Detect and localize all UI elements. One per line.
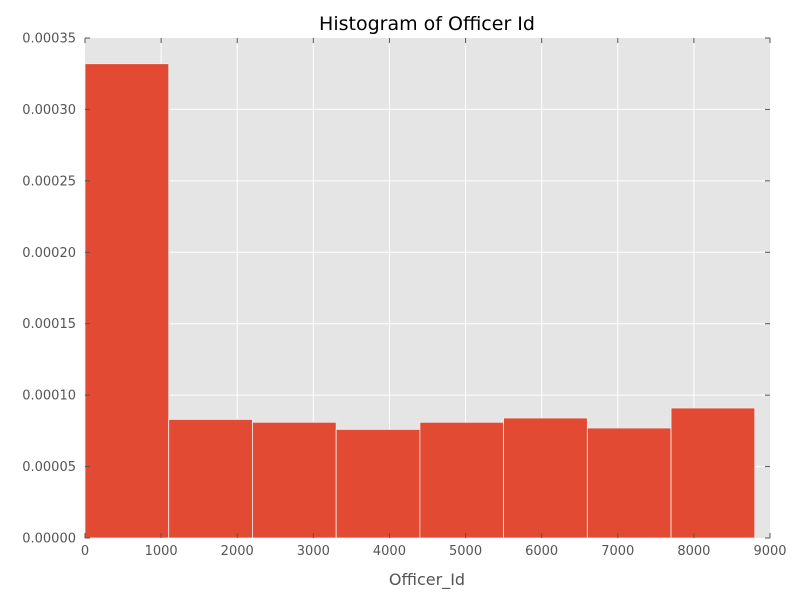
x-tick-label: 3000 [297, 544, 330, 559]
bars-layer [84, 63, 756, 539]
x-tick-label: 9000 [753, 544, 786, 559]
x-tick-label: 7000 [601, 544, 634, 559]
y-tick-label: 0.00025 [22, 174, 76, 189]
histogram-bar [670, 407, 756, 539]
histogram-bar [503, 417, 588, 539]
y-tick-label: 0.00000 [22, 532, 76, 547]
y-tick-label: 0.00035 [22, 32, 76, 47]
x-tick-label: 2000 [221, 544, 254, 559]
chart-title: Histogram of Officer Id [319, 13, 535, 35]
ticks-layer: 0 1000 2000 3000 4000 5000 6000 7000 8000 9000 0.0… [22, 32, 786, 560]
x-tick-label: 4000 [373, 544, 406, 559]
y-tick-label: 0.00015 [22, 317, 76, 332]
histogram-bar [586, 427, 672, 539]
y-tick-label: 0.00030 [22, 103, 76, 118]
x-tick-label: 8000 [677, 544, 710, 559]
x-tick-label: 5000 [449, 544, 482, 559]
x-tick-label: 1000 [145, 544, 178, 559]
y-tick-label: 0.00020 [22, 246, 76, 261]
histogram-bar [419, 421, 505, 539]
histogram-bar [168, 419, 253, 539]
histogram-bar [335, 429, 421, 539]
x-tick-label: 6000 [525, 544, 558, 559]
y-tick-label: 0.00010 [22, 389, 76, 404]
histogram-bar [252, 421, 337, 539]
x-axis-label: Officer_Id [389, 570, 465, 590]
y-tick-label: 0.00005 [22, 460, 76, 475]
histogram-bar [84, 63, 170, 539]
x-tick-label: 0 [81, 544, 89, 559]
